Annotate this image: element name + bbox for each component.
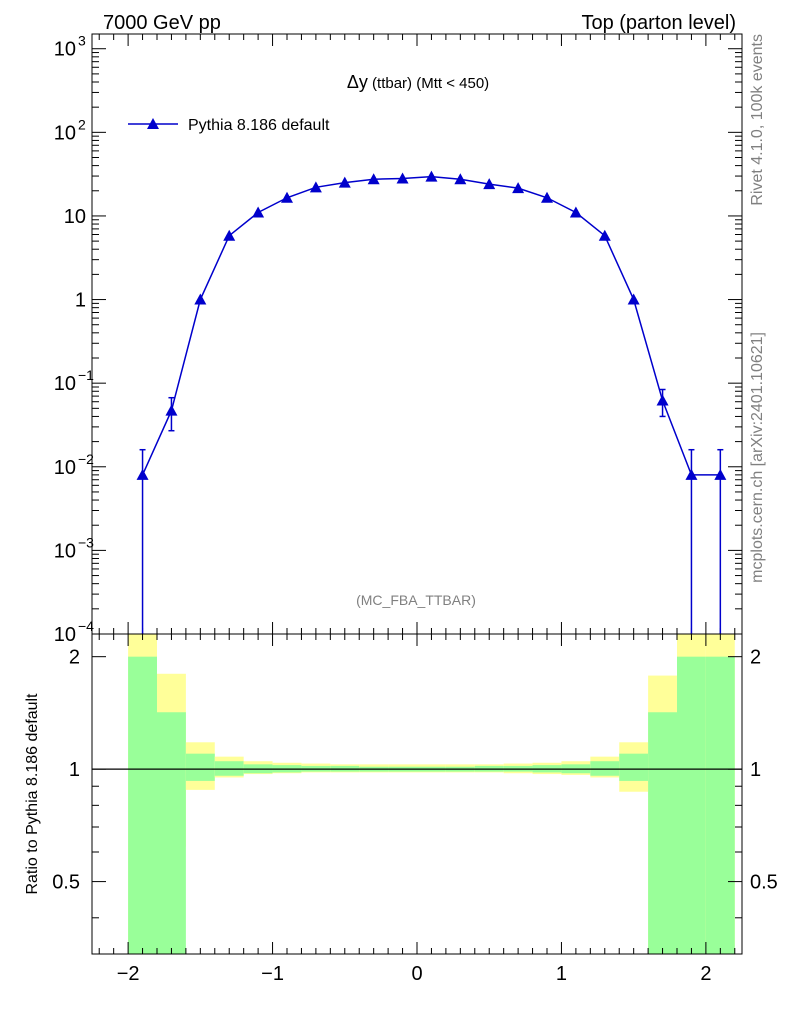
mc-data-point xyxy=(627,293,640,305)
mc-data-point xyxy=(136,468,149,480)
main-y-tick-exponent: −2 xyxy=(78,451,94,467)
x-tick-label: 0 xyxy=(411,963,422,985)
header-left-title: 7000 GeV pp xyxy=(103,12,221,34)
main-y-tick-label: 10 xyxy=(54,39,76,61)
mc-data-point xyxy=(685,468,698,480)
plot-title-rest: (Mtt < 450) xyxy=(412,75,489,92)
main-y-tick-label: 10 xyxy=(54,457,76,479)
legend-entry: Pythia 8.186 default xyxy=(188,117,330,134)
main-y-tick-exponent: 2 xyxy=(78,116,86,132)
main-y-tick-label: 10 xyxy=(64,206,86,228)
mc-data-point xyxy=(656,394,669,406)
ratio-y-tick-label-left: 0.5 xyxy=(52,872,80,894)
mc-data-point xyxy=(454,173,467,185)
mc-series xyxy=(136,170,727,634)
mc-data-point xyxy=(223,229,236,241)
ratio-y-tick-label-left: 2 xyxy=(69,647,80,669)
mc-data-point xyxy=(396,172,409,184)
x-tick-label: 2 xyxy=(700,963,711,985)
mcplots-label: mcplots.cern.ch [arXiv:2401.10621] xyxy=(749,332,766,583)
mc-data-point xyxy=(541,191,553,203)
mc-data-point xyxy=(281,191,293,203)
ratio-y-tick-label-right: 0.5 xyxy=(750,872,778,894)
ratio-axis-ticks xyxy=(92,634,742,954)
x-tick-label: −1 xyxy=(261,963,284,985)
plot-title: Δy (ttbar) (Mtt < 450) xyxy=(347,72,489,92)
main-y-tick-label: 1 xyxy=(75,290,86,312)
analysis-watermark: (MC_FBA_TTBAR) xyxy=(356,592,476,608)
mc-data-point xyxy=(252,206,265,218)
ratio-inner-band xyxy=(619,753,649,781)
x-tick-label: 1 xyxy=(556,963,567,985)
mc-data-point xyxy=(569,206,582,218)
main-y-tick-label: 10 xyxy=(54,373,76,395)
main-y-tick-exponent: 3 xyxy=(78,33,86,49)
ratio-y-tick-label-right: 1 xyxy=(750,759,761,781)
mc-data-point xyxy=(194,293,207,305)
mc-series-line xyxy=(141,175,721,476)
ratio-inner-band xyxy=(648,712,677,954)
plot-title-sub: (ttbar) xyxy=(368,75,412,92)
ratio-inner-band xyxy=(214,761,244,776)
rivet-label: Rivet 4.1.0, 100k events xyxy=(749,34,766,206)
main-axis-ticks xyxy=(92,34,742,635)
header-right-title: Top (parton level) xyxy=(581,12,736,34)
main-y-tick-exponent: −1 xyxy=(78,367,94,383)
main-y-tick-exponent: −3 xyxy=(78,534,94,550)
ratio-panel: 0.5 0.5 1 1 2 2 −2 −1 0 1 2 Ratio to Pythia 8.186… xyxy=(24,633,778,985)
mc-data-point xyxy=(598,229,611,241)
ratio-y-tick-label-right: 2 xyxy=(750,647,761,669)
mc-data-point xyxy=(714,468,727,480)
mc-data-point xyxy=(309,181,322,193)
ratio-inner-band xyxy=(185,753,215,781)
mc-data-point xyxy=(483,178,496,190)
ratio-y-tick-label-left: 1 xyxy=(69,759,80,781)
main-y-tick-label: 10 xyxy=(54,624,76,646)
ratio-y-axis-label: Ratio to Pythia 8.186 default xyxy=(24,693,41,895)
mc-data-point xyxy=(338,176,351,188)
ratio-inner-band xyxy=(677,656,706,954)
ratio-y-tick-labels: 0.5 0.5 1 1 2 2 xyxy=(52,647,778,894)
mc-data-point xyxy=(367,173,380,185)
x-tick-labels: −2 −1 0 1 2 xyxy=(117,963,712,985)
ratio-inner-band xyxy=(705,656,735,954)
ratio-inner-band xyxy=(590,761,620,776)
mc-data-point xyxy=(512,182,525,194)
legend: Pythia 8.186 default xyxy=(128,117,330,134)
mc-data-point xyxy=(165,404,178,416)
main-y-tick-label: 10 xyxy=(54,122,76,144)
x-tick-label: −2 xyxy=(117,963,140,985)
plot-title-symbol: Δy xyxy=(347,72,368,92)
main-y-tick-label: 10 xyxy=(54,540,76,562)
mc-data-point xyxy=(425,170,438,182)
legend-triangle-icon xyxy=(147,118,159,129)
ratio-frame xyxy=(91,633,743,955)
main-y-tick-exponent: −4 xyxy=(78,618,94,634)
ratio-bands xyxy=(128,634,735,954)
ratio-inner-band xyxy=(128,656,157,954)
ratio-inner-band xyxy=(157,712,186,954)
